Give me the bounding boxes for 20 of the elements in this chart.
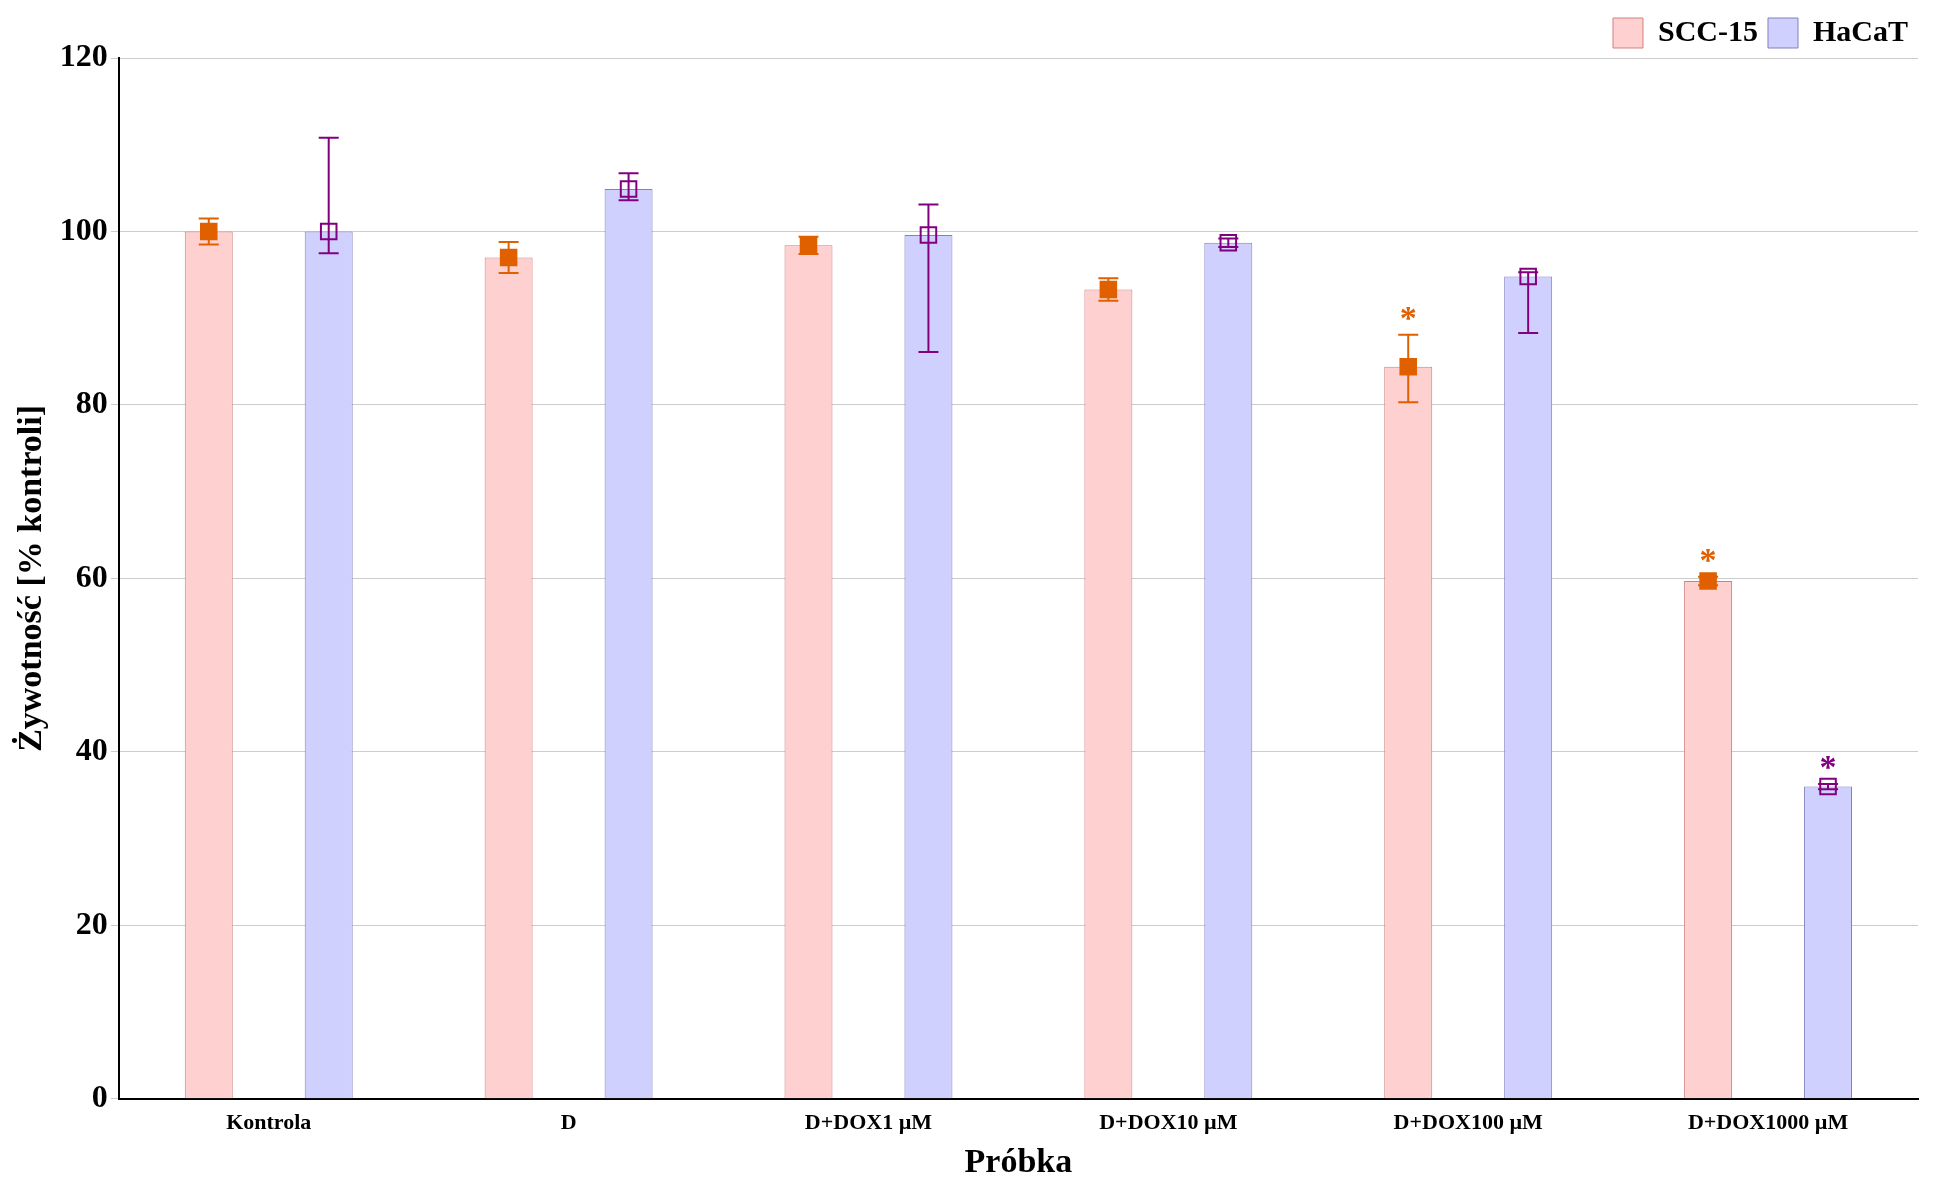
y-tick-label: 20 [75,904,108,941]
x-tick-label: Kontrola [226,1108,312,1134]
data-label: * [1699,540,1717,578]
x-tick-label: D+DOX100 µM [1393,1108,1544,1134]
y-tick-label: 40 [75,731,108,768]
legend-label: SCC-15 [1657,13,1758,47]
x-tick-label: D+DOX10 µM [1099,1108,1238,1134]
y-tick-label: 120 [59,37,108,74]
legend-label: HaCaT [1812,13,1909,47]
data-label: * [1819,747,1837,785]
x-tick-label: D [560,1108,577,1134]
y-tick-label: 80 [75,384,108,421]
x-tick-label: D+DOX1000 µM [1687,1108,1849,1134]
y-tick-label: 100 [59,210,108,247]
y-tick-label: 60 [75,557,108,594]
y-tick-label: 0 [91,1078,108,1115]
x-axis-title: Próbka [964,1142,1073,1180]
data-label: * [1399,298,1417,336]
x-tick-label: D+DOX1 µM [804,1108,933,1134]
y-axis-title: Żywotność [% kontroli] [11,404,49,752]
